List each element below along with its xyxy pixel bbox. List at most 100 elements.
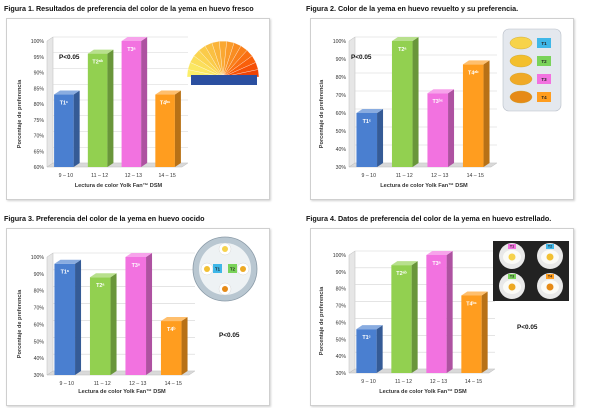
bar-label: T1ᶜ <box>362 335 370 341</box>
chart-panel-2: 30% 40% 50% 60% 70% 80% 90% 100% T1ᶜ 9 – 10 T2ᵃ 11 … <box>310 18 574 200</box>
x-axis-title: Lectura de color Yolk Fan™ DSM <box>379 389 467 395</box>
sample-tag-label: T2 <box>541 59 547 64</box>
sample-tag <box>546 274 554 279</box>
sample-tag <box>537 38 551 48</box>
y-tick-label: 60% <box>336 111 347 117</box>
bar-top <box>462 60 490 65</box>
y-tick-label: 40% <box>336 147 347 153</box>
bar-4: T4ᵇᶜ <box>155 90 181 167</box>
bar-side <box>75 259 82 375</box>
bar-1: T1ᶜ <box>356 325 383 373</box>
bar-front <box>87 53 108 167</box>
scrambled-egg-sample <box>509 54 533 68</box>
chart-3-svg: 30% 40% 50% 60% 70% 80% 90% 100% T1ᵃ 9 – 10 T2ᵃ 11 … <box>17 236 258 395</box>
bar-4: T4ᵃᵇ <box>462 60 490 167</box>
bar-front <box>356 329 377 373</box>
bar-front <box>427 93 449 167</box>
sample-tag <box>546 244 554 249</box>
sample-tag <box>228 264 237 273</box>
y-tick-label: 65% <box>34 149 45 155</box>
bar-side <box>110 273 117 375</box>
bar-top <box>391 261 418 266</box>
sample-tag <box>537 56 551 66</box>
y-tick-label: 90% <box>34 272 45 278</box>
y-tick-label: 80% <box>336 75 347 81</box>
bar-label: T4ᵇ <box>167 327 175 333</box>
y-tick-label: 30% <box>336 165 347 171</box>
egg-yolk <box>508 283 516 291</box>
bar-top <box>155 90 181 95</box>
scrambled-egg-samples-image: T1 T2 T3 T4 <box>502 28 562 112</box>
bar-side <box>411 261 418 373</box>
scrambled-egg-sample <box>509 90 533 104</box>
bar-side <box>481 291 488 373</box>
p-value-annotation: P<0.05 <box>59 54 80 61</box>
y-tick-label: 95% <box>34 55 45 61</box>
bar-front <box>155 94 175 167</box>
bar-label: T3ᵃ <box>132 263 140 269</box>
bar-3: T3ᵃ <box>426 251 453 373</box>
bar-top <box>356 109 384 113</box>
x-axis-title: Lectura de color Yolk Fan™ DSM <box>75 183 163 189</box>
bar-1: T1ᶜ <box>54 90 80 167</box>
side-wall <box>348 250 356 374</box>
x-tick-label: 14 – 15 <box>165 381 182 387</box>
bar-top <box>87 49 114 54</box>
egg-yolk <box>222 246 228 252</box>
y-tick-label: 70% <box>34 134 45 140</box>
sample-tag-label: T4 <box>548 275 552 279</box>
x-tick-label: 9 – 10 <box>362 173 377 179</box>
bar-front <box>54 94 74 167</box>
bar-3: T3ᵇᶜ <box>427 89 455 167</box>
bar-label: T3ᵃ <box>127 47 135 53</box>
boiled-egg-plate-image: T1 T2 <box>192 236 258 302</box>
egg-yolk <box>204 266 210 272</box>
bar-label: T4ᵇᶜ <box>466 301 476 307</box>
sample-tag <box>508 244 516 249</box>
y-axis-title: Porcentaje de preferencia <box>319 79 325 148</box>
figure-3-title: Figura 3. Preferencia del color de la ye… <box>4 214 205 223</box>
bar-label: T2ᵃ <box>398 47 406 53</box>
bar-side <box>376 325 383 373</box>
y-tick-label: 80% <box>336 287 347 293</box>
scrambled-egg-sample <box>509 36 533 50</box>
y-tick-label: 40% <box>336 354 347 360</box>
sample-tag <box>537 74 551 84</box>
bar-2: T2ᵃ <box>391 37 419 167</box>
figure-2-title: Figura 2. Color de la yema en huevo revu… <box>306 4 519 13</box>
y-tick-label: 40% <box>34 356 45 362</box>
y-tick-label: 60% <box>34 165 45 171</box>
x-tick-label: 12 – 13 <box>129 381 146 387</box>
y-tick-label: 70% <box>336 93 347 99</box>
yolk-fan-image <box>186 41 260 85</box>
x-tick-label: 11 – 12 <box>395 379 412 385</box>
y-tick-label: 60% <box>34 322 45 328</box>
y-tick-label: 50% <box>336 337 347 343</box>
x-tick-label: 11 – 12 <box>396 173 413 179</box>
side-wall <box>46 252 54 376</box>
bar-side <box>412 37 419 167</box>
chart-2-svg: 30% 40% 50% 60% 70% 80% 90% 100% T1ᶜ 9 – 10 T2ᵃ 11 … <box>319 28 562 189</box>
bar-side <box>146 253 153 375</box>
bar-side <box>73 90 80 167</box>
y-tick-label: 80% <box>34 289 45 295</box>
bar-front <box>462 64 484 167</box>
bar-top <box>461 291 488 296</box>
bar-top <box>391 37 419 41</box>
bar-1: T1ᵃ <box>54 259 82 375</box>
sample-tag-label: T3 <box>541 77 547 82</box>
bar-side <box>181 317 188 375</box>
bar-side <box>141 37 148 167</box>
y-tick-label: 60% <box>336 320 347 326</box>
y-tick-label: 100% <box>333 39 347 45</box>
bar-front <box>391 41 413 167</box>
egg-yolk <box>546 253 554 261</box>
egg-yolk <box>546 283 554 291</box>
p-value-annotation: P<0.05 <box>219 332 240 339</box>
sample-tag-label: T1 <box>215 267 221 272</box>
sample-tag-label: T1 <box>510 245 514 249</box>
bar-1: T1ᶜ <box>356 109 384 167</box>
x-tick-label: 12 – 13 <box>431 173 448 179</box>
sample-tag-label: T3 <box>510 275 514 279</box>
bar-front <box>121 41 142 167</box>
